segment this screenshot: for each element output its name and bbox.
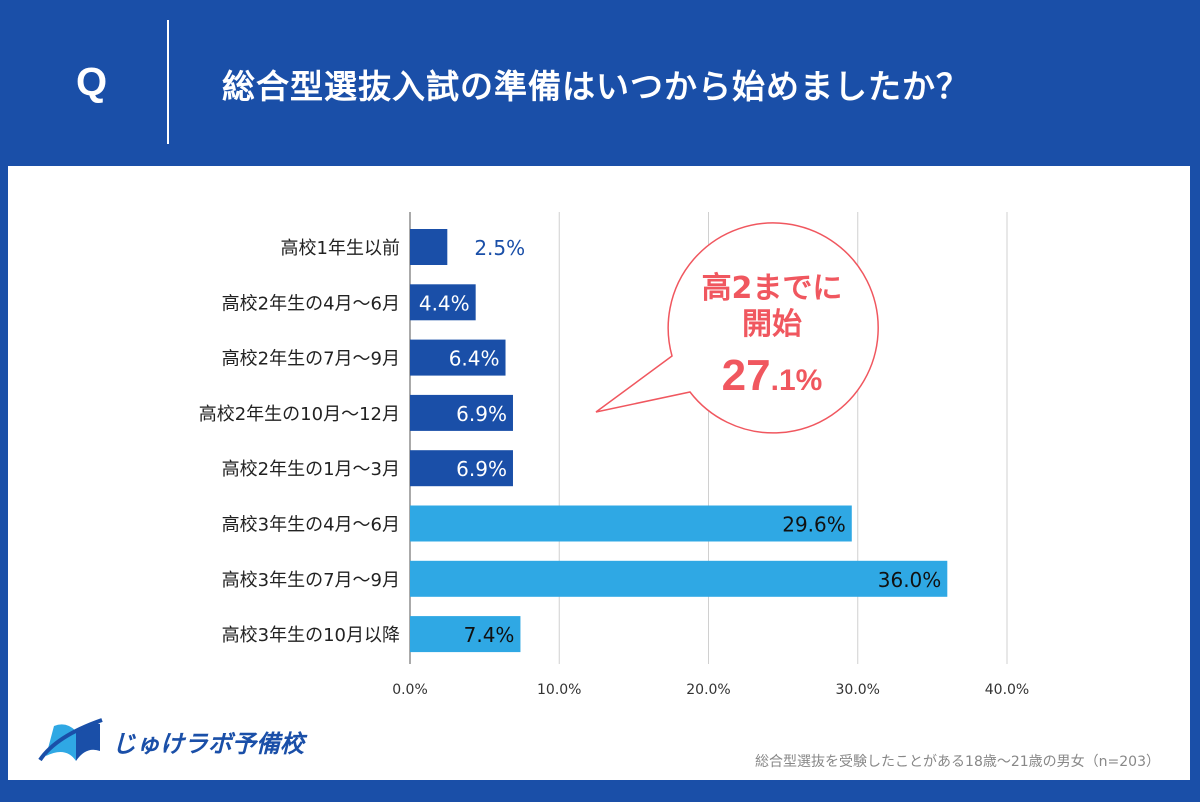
bar — [410, 616, 521, 653]
question-mark-label: Q — [76, 60, 108, 104]
chart-panel — [8, 166, 1190, 780]
header-divider — [167, 20, 169, 144]
data-label: 6.9% — [456, 457, 507, 481]
category-label: 高校2年生の4月～6月 — [222, 293, 400, 314]
sample-note: 総合型選抜を受験したことがある18歳～21歳の男女（n=203） — [755, 754, 1160, 770]
x-tick-label: 10.0% — [537, 682, 581, 698]
annotation-line2: 開始 — [742, 307, 802, 342]
bar — [410, 284, 476, 321]
category-label: 高校2年生の7月～9月 — [222, 349, 400, 370]
category-label: 高校3年生の4月～6月 — [222, 515, 400, 536]
speech-bubble — [595, 222, 879, 434]
category-label: 高校3年生の10月以降 — [222, 625, 400, 646]
category-label: 高校3年生の7月～9月 — [222, 570, 400, 591]
data-label: 4.4% — [419, 291, 470, 315]
data-label: 36.0% — [878, 568, 942, 592]
bar — [410, 505, 852, 542]
book-logo-icon — [38, 718, 103, 762]
x-tick-label: 0.0% — [392, 682, 428, 698]
logo-text: じゅけラボ予備校 — [112, 729, 304, 758]
annotation-value: 27.1% — [722, 351, 823, 400]
bar — [410, 394, 513, 431]
data-label: 29.6% — [782, 513, 846, 537]
category-label: 高校1年生以前 — [281, 238, 400, 259]
category-label: 高校2年生の1月～3月 — [222, 459, 400, 480]
category-label: 高校2年生の10月～12月 — [199, 404, 400, 425]
data-label: 6.9% — [456, 402, 507, 426]
x-tick-label: 40.0% — [985, 682, 1029, 698]
logo: じゅけラボ予備校 — [36, 716, 304, 766]
x-tick-label: 20.0% — [686, 682, 730, 698]
data-label: 7.4% — [464, 623, 515, 647]
bar — [410, 450, 513, 487]
x-tick-label: 30.0% — [836, 682, 880, 698]
bar — [410, 560, 948, 597]
annotation-line1: 高2までに — [702, 271, 843, 306]
data-label: 2.5% — [474, 236, 525, 260]
page-title: 総合型選抜入試の準備はいつから始めましたか？ — [222, 67, 970, 106]
bar — [410, 229, 448, 265]
data-label: 6.4% — [449, 347, 500, 371]
bar — [410, 339, 506, 376]
